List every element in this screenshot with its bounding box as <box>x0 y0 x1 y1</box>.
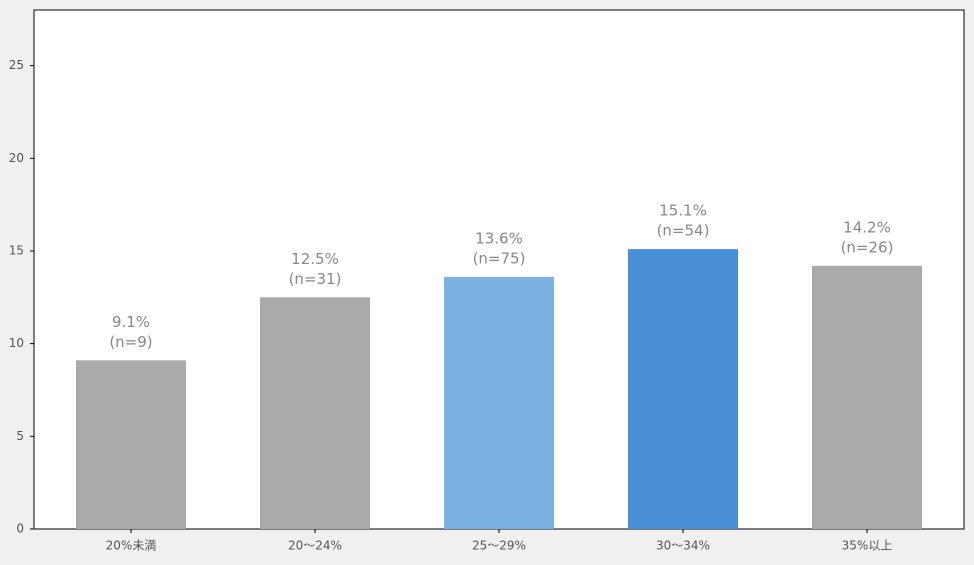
bar <box>444 276 554 529</box>
sample-label: (n=75) <box>473 249 526 267</box>
value-label: 15.1% <box>659 202 707 220</box>
x-tick-label: 20〜24% <box>288 539 342 553</box>
y-tick-label: 5 <box>16 429 24 443</box>
y-tick-label: 20 <box>9 151 24 165</box>
bar <box>628 249 738 529</box>
value-label: 14.2% <box>843 218 891 236</box>
x-tick-label: 25〜29% <box>472 539 526 553</box>
bar <box>812 265 922 529</box>
bar <box>76 360 186 529</box>
y-tick-label: 15 <box>9 243 24 257</box>
sample-label: (n=26) <box>841 238 894 256</box>
sample-label: (n=54) <box>657 222 710 240</box>
value-label: 9.1% <box>112 313 150 331</box>
x-tick-label: 35%以上 <box>842 539 893 553</box>
sample-label: (n=31) <box>289 270 342 288</box>
sample-label: (n=9) <box>109 333 152 351</box>
y-tick-label: 10 <box>9 336 24 350</box>
value-label: 12.5% <box>291 250 339 268</box>
value-label: 13.6% <box>475 229 523 247</box>
y-tick-label: 0 <box>16 522 24 536</box>
bar <box>260 297 370 529</box>
x-tick-label: 20%未満 <box>106 539 157 553</box>
x-tick-label: 30〜34% <box>656 539 710 553</box>
y-tick-label: 25 <box>9 58 24 72</box>
